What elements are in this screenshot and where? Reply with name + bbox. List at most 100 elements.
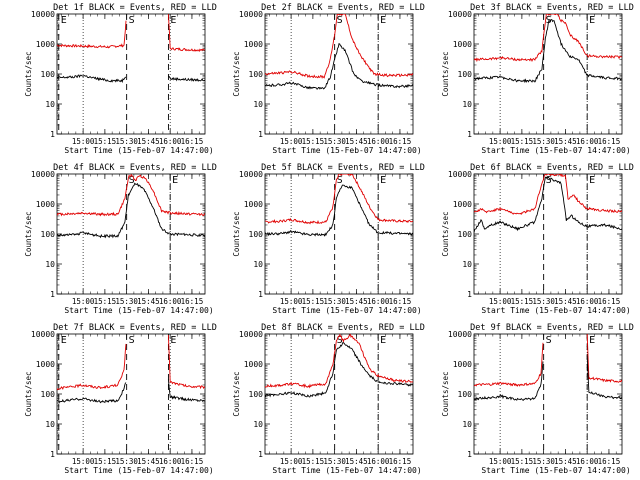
series-line-events [265, 184, 413, 237]
x-tick-label: 16:15 [389, 457, 412, 466]
x-axis-label: Start Time (15-Feb-07 14:47:00) [272, 306, 421, 315]
y-tick-label: 10 [45, 260, 55, 269]
y-tick-label: 1000 [36, 360, 55, 369]
series-line-lld [265, 14, 413, 79]
y-tick-label: 10 [45, 420, 55, 429]
y-tick-label: 100 [41, 390, 56, 399]
chart-title: Det 8f BLACK = Events, RED = LLD [261, 323, 425, 333]
y-axis-label: Counts/sec [232, 371, 241, 416]
marker-label-e: E [61, 15, 67, 26]
y-tick-label: 1000 [453, 200, 472, 209]
y-tick-label: 100 [249, 230, 264, 239]
series-line-lld [57, 20, 127, 49]
y-tick-label: 100 [458, 70, 473, 79]
x-tick-label: 15:30 [115, 137, 138, 146]
chart-panel-2: Det 2f BLACK = Events, RED = LLD 1 10 100 10… [232, 3, 425, 155]
plot-area [265, 174, 413, 237]
marker-label-s: S [546, 175, 552, 186]
y-tick-label: 100 [249, 70, 264, 79]
x-tick-label: 16:15 [598, 457, 621, 466]
y-tick-label: 10000 [239, 330, 263, 339]
y-tick-label: 1 [50, 290, 55, 299]
series-line-lld [586, 334, 622, 383]
series-line-events [265, 342, 413, 398]
y-tick-label: 10000 [448, 170, 472, 179]
x-tick-label: 15:45 [137, 297, 160, 306]
marker-label-e: E [380, 15, 386, 26]
plot-area [474, 174, 622, 233]
x-tick-label: 15:00 [489, 137, 512, 146]
marker-label-s: S [129, 335, 135, 346]
y-tick-label: 1000 [244, 360, 263, 369]
y-tick-label: 1000 [453, 40, 472, 49]
series-line-events [168, 75, 205, 82]
y-axis-label: Counts/sec [232, 211, 241, 256]
series-line-lld [167, 334, 205, 390]
x-tick-label: 15:30 [532, 457, 555, 466]
y-tick-label: 100 [41, 70, 56, 79]
plot-area [57, 334, 205, 404]
y-axis-label: Counts/sec [24, 211, 33, 256]
series-line-events [57, 182, 205, 239]
y-axis-label: Counts/sec [24, 51, 33, 96]
y-tick-label: 10000 [31, 330, 55, 339]
series-line-lld [265, 334, 413, 389]
plot-frame [473, 13, 623, 135]
x-tick-label: 16:15 [598, 137, 621, 146]
plot-area [57, 14, 205, 84]
x-axis-label: Start Time (15-Feb-07 14:47:00) [481, 466, 630, 475]
y-tick-label: 1000 [36, 200, 55, 209]
marker-label-e: E [589, 335, 595, 346]
chart-title: Det 5f BLACK = Events, RED = LLD [261, 163, 425, 173]
y-tick-label: 100 [458, 230, 473, 239]
x-tick-label: 15:45 [554, 297, 577, 306]
y-tick-label: 10000 [448, 330, 472, 339]
marker-label-e: E [380, 175, 386, 186]
x-tick-label: 15:15 [94, 137, 117, 146]
series-line-lld [57, 343, 127, 391]
y-tick-label: 1 [467, 290, 472, 299]
y-tick-label: 100 [41, 230, 56, 239]
y-tick-label: 1 [50, 450, 55, 459]
x-tick-label: 16:00 [576, 297, 599, 306]
series-line-events [474, 176, 622, 233]
x-tick-label: 15:30 [323, 457, 346, 466]
x-tick-label: 15:00 [72, 137, 95, 146]
marker-label-e: E [589, 15, 595, 26]
y-tick-label: 10 [462, 260, 472, 269]
x-tick-label: 15:00 [489, 297, 512, 306]
x-tick-label: 15:00 [280, 457, 303, 466]
y-axis-label: Counts/sec [441, 51, 450, 96]
chart-panel-5: Det 5f BLACK = Events, RED = LLD 1 10 100 10… [232, 163, 425, 315]
x-tick-label: 16:15 [389, 297, 412, 306]
series-line-lld [265, 174, 413, 225]
y-tick-label: 10 [253, 100, 263, 109]
series-line-events [57, 382, 127, 404]
x-tick-label: 15:00 [280, 297, 303, 306]
y-tick-label: 1000 [36, 40, 55, 49]
x-tick-label: 16:00 [576, 137, 599, 146]
plot-frame [56, 333, 206, 455]
x-tick-label: 16:00 [367, 137, 390, 146]
y-tick-label: 1 [258, 130, 263, 139]
chart-title: Det 2f BLACK = Events, RED = LLD [261, 3, 425, 13]
series-line-events [586, 355, 622, 400]
y-tick-label: 10000 [31, 10, 55, 19]
y-tick-label: 1000 [244, 40, 263, 49]
series-line-lld [474, 14, 622, 63]
y-tick-label: 1 [467, 130, 472, 139]
x-tick-label: 16:00 [159, 137, 182, 146]
y-tick-label: 10 [253, 260, 263, 269]
series-line-lld [57, 174, 205, 217]
series-line-events [167, 379, 205, 403]
x-tick-label: 16:00 [159, 297, 182, 306]
x-axis-label: Start Time (15-Feb-07 14:47:00) [481, 306, 630, 315]
plot-frame [473, 173, 623, 295]
marker-label-s: S [546, 335, 552, 346]
x-axis-label: Start Time (15-Feb-07 14:47:00) [64, 306, 213, 315]
x-tick-label: 15:15 [94, 297, 117, 306]
x-tick-label: 15:45 [137, 457, 160, 466]
x-tick-label: 16:00 [159, 457, 182, 466]
x-tick-label: 16:15 [389, 137, 412, 146]
x-axis-label: Start Time (15-Feb-07 14:47:00) [481, 146, 630, 155]
